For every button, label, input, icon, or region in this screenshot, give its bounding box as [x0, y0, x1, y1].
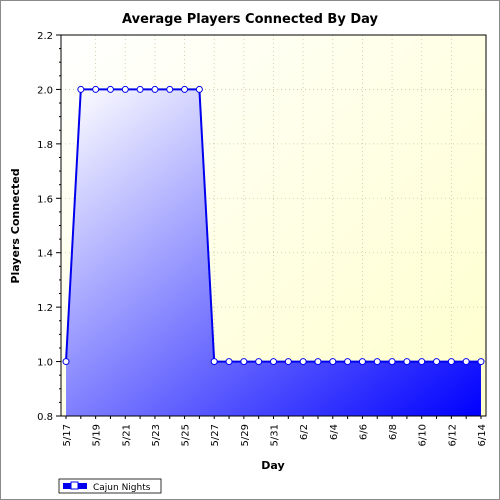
data-point	[403, 358, 411, 366]
data-point	[462, 358, 470, 366]
x-tick-label: 6/8	[388, 424, 399, 440]
x-tick-label: 6/12	[447, 424, 458, 446]
x-tick-label: 5/29	[240, 424, 251, 446]
data-point	[388, 358, 396, 366]
y-tick-label: 1.0	[37, 358, 53, 369]
data-point	[77, 85, 85, 93]
data-point	[210, 358, 218, 366]
y-tick-label: 1.6	[37, 194, 53, 205]
series-marker-layer	[62, 85, 485, 366]
legend: Cajun Nights	[58, 478, 162, 494]
y-tick-label: 0.8	[37, 412, 53, 423]
x-tick-label: 6/10	[418, 424, 429, 446]
x-tick-label: 6/14	[477, 424, 488, 446]
y-tick-label: 1.2	[37, 303, 53, 314]
data-point	[299, 358, 307, 366]
data-point	[121, 85, 129, 93]
y-tick-label: 2.2	[37, 31, 53, 42]
data-point	[358, 358, 366, 366]
x-tick-label: 5/17	[62, 424, 73, 446]
x-tick-label: 5/27	[210, 424, 221, 446]
data-point	[225, 358, 233, 366]
x-axis-title: Day	[261, 459, 284, 472]
data-point	[284, 358, 292, 366]
data-point	[92, 85, 100, 93]
data-point	[270, 358, 277, 366]
x-tick-label: 5/19	[92, 424, 103, 446]
data-point	[136, 85, 144, 93]
x-tick-label: 6/4	[329, 424, 340, 440]
chart-title: Average Players Connected By Day	[122, 12, 378, 27]
x-tick-label: 6/6	[358, 424, 369, 440]
data-point	[344, 358, 352, 366]
y-tick-label: 1.4	[37, 249, 53, 260]
y-axis-title: Players Connected	[9, 168, 22, 283]
x-tick-label: 5/23	[151, 424, 162, 446]
data-point	[106, 85, 114, 93]
data-point	[418, 358, 426, 366]
data-point	[314, 358, 322, 366]
data-point	[447, 358, 455, 366]
data-point	[166, 85, 174, 93]
data-point	[373, 358, 381, 366]
x-tick-label: 6/2	[299, 424, 310, 440]
x-tick-label: 5/31	[270, 424, 281, 446]
x-tick-label: 5/25	[181, 424, 192, 446]
axes: 0.8 1.0 1.2 1.4 1.6 1.8 2.0 2.2 5/17 5/19 5/21 5/23…	[37, 31, 488, 446]
data-point	[329, 358, 337, 366]
data-point	[181, 85, 189, 93]
legend-marker	[70, 481, 79, 490]
data-point	[151, 85, 159, 93]
data-point	[477, 358, 485, 366]
data-point	[433, 358, 441, 366]
data-point	[240, 358, 248, 366]
series-area-fill	[66, 89, 481, 416]
data-point	[255, 358, 263, 366]
legend-box	[58, 478, 162, 494]
x-tick-label: 5/21	[121, 424, 132, 446]
y-tick-label: 2.0	[37, 85, 53, 96]
data-point	[195, 85, 203, 93]
data-point	[62, 358, 70, 366]
y-tick-label: 1.8	[37, 140, 53, 151]
legend-label-cajun-nights: Cajun Nights	[93, 483, 151, 493]
